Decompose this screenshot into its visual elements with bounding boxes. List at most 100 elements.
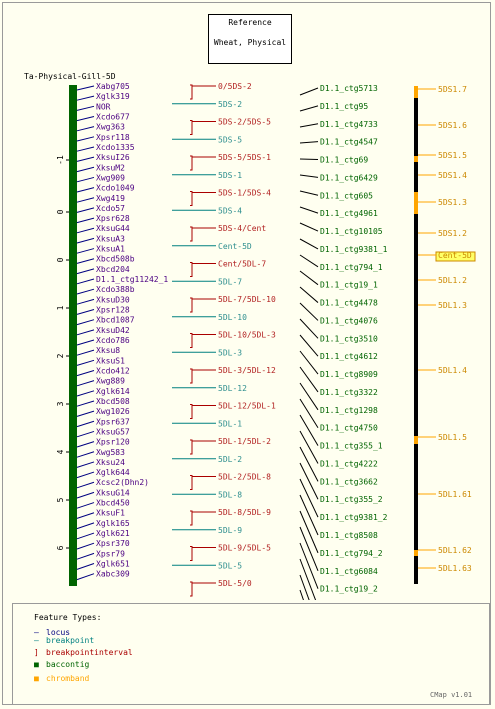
locus-label[interactable]: XksuG44 — [96, 224, 130, 233]
locus-label[interactable]: Xwg889 — [96, 377, 125, 386]
chromband-label[interactable]: 5DL1.4 — [438, 366, 467, 375]
chromband-label[interactable]: 5DS1.4 — [438, 171, 467, 180]
locus-label[interactable]: Xcdo412 — [96, 366, 130, 375]
locus-label[interactable]: Xpsr120 — [96, 438, 130, 447]
locus-label[interactable]: Xbcd1087 — [96, 316, 135, 325]
chromband-label[interactable]: 5DL1.61 — [438, 490, 472, 499]
contig-label[interactable]: D1.1_ctg605 — [320, 191, 373, 200]
breakpoint-label[interactable]: 5DL-10 — [218, 313, 247, 322]
breakpoint-interval-label[interactable]: 5DL-7/5DL-10 — [218, 295, 276, 304]
breakpoint-label[interactable]: Cent-5D — [218, 242, 252, 251]
contig-label[interactable]: D1.1_ctg4750 — [320, 424, 378, 433]
locus-label[interactable]: Xglk165 — [96, 519, 130, 528]
locus-label[interactable]: Xpsr79 — [96, 549, 125, 558]
locus-label[interactable]: Xbcd508b — [96, 255, 135, 264]
locus-label[interactable]: Xcdo388b — [96, 285, 135, 294]
breakpoint-interval-label[interactable]: 0/5DS-2 — [218, 82, 252, 91]
breakpoint-interval-label[interactable]: 5DS-1/5DS-4 — [218, 189, 271, 198]
locus-label[interactable]: XksuS1 — [96, 356, 125, 365]
contig-label[interactable]: D1.1_ctg355_2 — [320, 495, 383, 504]
breakpoint-label[interactable]: 5DL-12 — [218, 384, 247, 393]
reference-box[interactable]: Reference Wheat, Physical — [208, 14, 292, 64]
locus-label[interactable]: Xabg705 — [96, 82, 130, 91]
contig-label[interactable]: D1.1_ctg9381_2 — [320, 513, 388, 522]
contig-label[interactable]: D1.1_ctg4547 — [320, 138, 378, 147]
chromband-label[interactable]: 5DL1.3 — [438, 301, 467, 310]
map-title[interactable]: Ta-Physical-Gill-5D — [24, 72, 116, 81]
locus-label[interactable]: XksuF1 — [96, 509, 125, 518]
locus-label[interactable]: XksuM2 — [96, 163, 125, 172]
locus-label[interactable]: Xcsc2(Dhn2) — [96, 478, 149, 487]
chromband-label[interactable]: 5DS1.7 — [438, 85, 467, 94]
breakpoint-interval-label[interactable]: 5DL-9/5DL-5 — [218, 544, 271, 553]
locus-label[interactable]: Xbcd450 — [96, 499, 130, 508]
breakpoint-interval-label[interactable]: 5DS-2/5DS-5 — [218, 118, 271, 127]
contig-label[interactable]: D1.1_ctg19_2 — [320, 585, 378, 594]
locus-label[interactable]: D1.1_ctg11242_1 — [96, 275, 168, 284]
breakpoint-interval-label[interactable]: 5DS-5/5DS-1 — [218, 153, 271, 162]
contig-label[interactable]: D1.1_ctg3510 — [320, 334, 378, 343]
breakpoint-label[interactable]: 5DL-8 — [218, 490, 242, 499]
chromband-bar[interactable] — [414, 86, 418, 584]
locus-label[interactable]: XksuI26 — [96, 153, 130, 162]
locus-label[interactable]: Xwg583 — [96, 448, 125, 457]
locus-label[interactable]: Xglk621 — [96, 529, 130, 538]
locus-label[interactable]: Xksu24 — [96, 458, 125, 467]
locus-label[interactable]: Xbcd508 — [96, 397, 130, 406]
chromband-label[interactable]: 5DS1.5 — [438, 151, 467, 160]
breakpoint-label[interactable]: 5DL-7 — [218, 277, 242, 286]
contig-label[interactable]: D1.1_ctg5713 — [320, 84, 378, 93]
contig-label[interactable]: D1.1_ctg8508 — [320, 531, 378, 540]
contig-label[interactable]: D1.1_ctg4222 — [320, 459, 378, 468]
locus-label[interactable]: XksuG57 — [96, 427, 130, 436]
breakpoint-interval-label[interactable]: Cent/5DL-7 — [218, 260, 266, 269]
locus-label[interactable]: Xcdo677 — [96, 112, 130, 121]
breakpoint-label[interactable]: 5DS-2 — [218, 100, 242, 109]
locus-label[interactable]: Xpsr637 — [96, 417, 130, 426]
contig-label[interactable]: D1.1_ctg4961 — [320, 209, 378, 218]
locus-label[interactable]: Xcdo1335 — [96, 143, 135, 152]
breakpoint-label[interactable]: 5DL-3 — [218, 348, 242, 357]
contig-label[interactable]: D1.1_ctg4478 — [320, 299, 378, 308]
chromband-label[interactable]: 5DL1.63 — [438, 564, 472, 573]
contig-label[interactable]: D1.1_ctg3322 — [320, 388, 378, 397]
breakpoint-label[interactable]: 5DL-5 — [218, 561, 242, 570]
contig-label[interactable]: D1.1_ctg1298 — [320, 406, 378, 415]
locus-label[interactable]: Xpsr118 — [96, 133, 130, 142]
breakpoint-label[interactable]: 5DS-1 — [218, 171, 242, 180]
breakpoint-label[interactable]: 5DS-5 — [218, 135, 242, 144]
breakpoint-interval-label[interactable]: 5DL-1/5DL-2 — [218, 437, 271, 446]
locus-label[interactable]: XksuA3 — [96, 234, 125, 243]
chromband-label[interactable]: Cent-5D — [438, 251, 472, 260]
breakpoint-interval-label[interactable]: 5DS-4/Cent — [218, 224, 266, 233]
locus-label[interactable]: Xglk319 — [96, 92, 130, 101]
contig-label[interactable]: D1.1_ctg4733 — [320, 120, 378, 129]
locus-label[interactable]: XksuA1 — [96, 245, 125, 254]
locus-label[interactable]: NOR — [96, 102, 111, 111]
locus-label[interactable]: Xglk614 — [96, 387, 130, 396]
locus-label[interactable]: Xbcd204 — [96, 265, 130, 274]
locus-label[interactable]: Xwg363 — [96, 123, 125, 132]
contig-label[interactable]: D1.1_ctg355_1 — [320, 442, 383, 451]
locus-label[interactable]: Xcdo1049 — [96, 184, 135, 193]
breakpoint-label[interactable]: 5DS-4 — [218, 206, 242, 215]
locus-label[interactable]: XksuD30 — [96, 295, 130, 304]
breakpoint-interval-label[interactable]: 5DL-8/5DL-9 — [218, 508, 271, 517]
contig-label[interactable]: D1.1_ctg69 — [320, 156, 368, 165]
chromband-label[interactable]: 5DL1.5 — [438, 433, 467, 442]
contig-label[interactable]: D1.1_ctg9381_1 — [320, 245, 388, 254]
contig-label[interactable]: D1.1_ctg4076 — [320, 316, 378, 325]
locus-label[interactable]: Xksu8 — [96, 346, 120, 355]
locus-label[interactable]: XksuD42 — [96, 326, 130, 335]
breakpoint-label[interactable]: 5DL-9 — [218, 526, 242, 535]
chromband-label[interactable]: 5DL1.2 — [438, 276, 467, 285]
breakpoint-interval-label[interactable]: 5DL-5/0 — [218, 579, 252, 588]
locus-label[interactable]: Xpsr370 — [96, 539, 130, 548]
chromband-label[interactable]: 5DS1.2 — [438, 229, 467, 238]
contig-label[interactable]: D1.1_ctg6429 — [320, 173, 378, 182]
contig-label[interactable]: D1.1_ctg8909 — [320, 370, 378, 379]
locus-label[interactable]: Xwg909 — [96, 173, 125, 182]
contig-label[interactable]: D1.1_ctg19_1 — [320, 281, 378, 290]
chromband-label[interactable]: 5DL1.62 — [438, 546, 472, 555]
contig-label[interactable]: D1.1_ctg95 — [320, 102, 368, 111]
